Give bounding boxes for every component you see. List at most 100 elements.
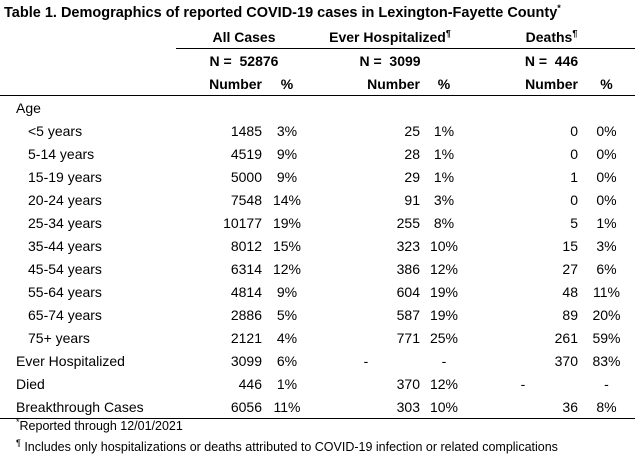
percent-cell: 1%	[276, 375, 298, 392]
percent-cell: 9%	[276, 168, 298, 185]
percent-cell: 1%	[433, 168, 455, 185]
table-row: Ever Hospitalized 3099 6% - - 370 83%	[0, 349, 635, 372]
number-cell: 15	[562, 237, 578, 254]
percent-cell: 25%	[429, 329, 459, 346]
number-cell: 0	[570, 122, 578, 139]
section-row-age: Age	[0, 96, 635, 120]
number-cell: -	[520, 375, 526, 392]
row-label: 45-54 years	[28, 260, 102, 277]
number-cell: 36	[562, 398, 578, 415]
number-cell: 261	[554, 329, 578, 346]
number-cell: 6056	[230, 398, 262, 415]
table-row: 55-64 years 4814 9% 604 19% 48 11%	[0, 280, 635, 303]
row-label: 15-19 years	[28, 168, 102, 185]
row-label: Ever Hospitalized	[16, 352, 125, 369]
table-title-text: Table 1. Demographics of reported COVID-…	[4, 5, 558, 21]
footnote-includes: ¶ Includes only hospitalizations or deat…	[16, 437, 558, 454]
percent-cell: 0%	[596, 191, 617, 208]
col-header-number: Number	[209, 75, 262, 92]
percent-cell: 0%	[596, 168, 617, 185]
percent-cell: 3%	[276, 122, 298, 139]
group-header-ever-hospitalized: Ever Hospitalized¶	[312, 25, 468, 49]
number-cell: 48	[562, 283, 578, 300]
number-cell: 370	[396, 375, 420, 392]
number-cell: 29	[404, 168, 420, 185]
number-cell: 1	[570, 168, 578, 185]
empty-cell	[0, 25, 176, 49]
number-cell: 386	[396, 260, 420, 277]
table-row: 20-24 years 7548 14% 91 3% 0 0%	[0, 188, 635, 211]
number-cell: 1485	[230, 122, 262, 139]
percent-cell: -	[441, 352, 447, 369]
row-label: 55-64 years	[28, 283, 102, 300]
percent-cell: 12%	[429, 375, 459, 392]
number-cell: 3099	[230, 352, 262, 369]
percent-cell: 19%	[429, 283, 459, 300]
n-row: N = 52876 N = 3099 N = 446	[0, 49, 635, 73]
percent-cell: 12%	[272, 260, 302, 277]
percent-cell: 59%	[592, 329, 621, 346]
number-cell: 587	[396, 306, 420, 323]
percent-cell: 6%	[596, 260, 617, 277]
number-cell: 8012	[230, 237, 262, 254]
number-cell: 25	[404, 122, 420, 139]
percent-cell: 19%	[429, 306, 459, 323]
table-row: 45-54 years 6314 12% 386 12% 27 6%	[0, 257, 635, 280]
percent-cell: 11%	[593, 283, 620, 300]
number-cell: 323	[396, 237, 420, 254]
number-cell: 2121	[230, 329, 262, 346]
number-cell: 27	[562, 260, 578, 277]
percent-cell: 0%	[596, 145, 617, 162]
number-cell: 370	[554, 352, 578, 369]
number-cell: 89	[562, 306, 578, 323]
n-ever-hospitalized: N = 3099	[359, 52, 421, 69]
percent-cell: 9%	[276, 283, 298, 300]
section-label: Age	[16, 99, 41, 116]
percent-cell: 4%	[276, 329, 298, 346]
number-cell: 255	[396, 214, 420, 231]
table-row: 75+ years 2121 4% 771 25% 261 59%	[0, 326, 635, 349]
n-all-cases: N = 52876	[209, 52, 279, 69]
number-cell: 91	[404, 191, 420, 208]
row-label: 20-24 years	[28, 191, 102, 208]
group-header-all-cases: All Cases	[176, 25, 312, 49]
percent-cell: 83%	[592, 352, 621, 369]
percent-cell: 6%	[276, 352, 298, 369]
percent-cell: 9%	[276, 145, 298, 162]
percent-cell: 1%	[433, 145, 455, 162]
row-label: 25-34 years	[28, 214, 102, 231]
percent-cell: 3%	[433, 191, 455, 208]
percent-cell: 8%	[596, 398, 617, 415]
number-cell: 4814	[230, 283, 262, 300]
title-footnote-mark: *	[557, 3, 561, 14]
percent-cell: 11%	[273, 398, 301, 415]
table-row: 35-44 years 8012 15% 323 10% 15 3%	[0, 234, 635, 257]
percent-cell: 10%	[429, 398, 459, 415]
row-label: Died	[16, 375, 45, 392]
col-header-percent: %	[437, 75, 451, 92]
demographics-table: All Cases Ever Hospitalized¶ Deaths¶ N =…	[0, 25, 635, 419]
percent-cell: 10%	[429, 237, 459, 254]
number-cell: 5000	[230, 168, 262, 185]
number-cell: 446	[238, 375, 262, 392]
footnote-reported: *Reported through 12/01/2021	[16, 416, 183, 433]
empty-cell	[0, 72, 176, 96]
row-label: Breakthrough Cases	[16, 398, 144, 415]
table-row: 5-14 years 4519 9% 28 1% 0 0%	[0, 142, 635, 165]
number-cell: 28	[404, 145, 420, 162]
number-cell: 7548	[230, 191, 262, 208]
group-header-deaths: Deaths¶	[468, 25, 635, 49]
column-header-row: Number % Number % Number %	[0, 72, 635, 96]
table-row: Breakthrough Cases 6056 11% 303 10% 36 8%	[0, 395, 635, 419]
col-header-percent: %	[280, 75, 294, 92]
percent-cell: 8%	[433, 214, 455, 231]
percent-cell: 14%	[272, 191, 302, 208]
col-header-number: Number	[525, 75, 578, 92]
number-cell: 0	[570, 191, 578, 208]
col-header-number: Number	[367, 75, 420, 92]
number-cell: 5	[570, 214, 578, 231]
row-label: <5 years	[28, 122, 83, 139]
percent-cell: 1%	[596, 214, 617, 231]
percent-cell: 1%	[433, 122, 455, 139]
